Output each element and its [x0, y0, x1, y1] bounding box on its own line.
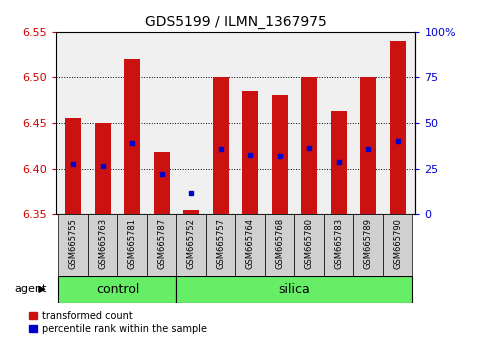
Bar [88, 214, 117, 276]
Text: GSM665763: GSM665763 [98, 218, 107, 269]
Bar [183, 210, 199, 214]
Bar [117, 214, 147, 276]
Bar [383, 214, 412, 276]
Legend: transformed count, percentile rank within the sample: transformed count, percentile rank withi… [29, 311, 207, 334]
Bar [301, 78, 317, 214]
Text: control: control [96, 283, 139, 296]
Bar [154, 152, 170, 214]
Bar [206, 214, 236, 276]
Bar [236, 214, 265, 276]
Bar [324, 214, 354, 276]
Bar [213, 78, 229, 214]
Bar [354, 214, 383, 276]
Bar [176, 214, 206, 276]
Bar [242, 91, 258, 214]
Text: GSM665755: GSM665755 [69, 218, 78, 269]
Bar [176, 276, 412, 303]
Text: GSM665780: GSM665780 [305, 218, 313, 269]
Text: agent: agent [14, 284, 46, 295]
Bar [124, 59, 141, 214]
Text: GSM665790: GSM665790 [393, 218, 402, 269]
Text: GSM665783: GSM665783 [334, 218, 343, 269]
Text: GSM665757: GSM665757 [216, 218, 225, 269]
Bar [265, 214, 295, 276]
Text: GSM665789: GSM665789 [364, 218, 373, 269]
Bar [147, 214, 176, 276]
Bar [295, 214, 324, 276]
Text: GSM665752: GSM665752 [187, 218, 196, 269]
Bar [58, 276, 176, 303]
Text: silica: silica [279, 283, 310, 296]
Bar [95, 123, 111, 214]
Text: GSM665764: GSM665764 [246, 218, 255, 269]
Bar [390, 41, 406, 214]
Bar [271, 95, 288, 214]
Title: GDS5199 / ILMN_1367975: GDS5199 / ILMN_1367975 [144, 16, 327, 29]
Text: GSM665781: GSM665781 [128, 218, 137, 269]
Text: GSM665768: GSM665768 [275, 218, 284, 269]
Bar [330, 111, 347, 214]
Bar [65, 119, 81, 214]
Text: GSM665787: GSM665787 [157, 218, 166, 269]
Bar [360, 78, 376, 214]
Bar [58, 214, 88, 276]
